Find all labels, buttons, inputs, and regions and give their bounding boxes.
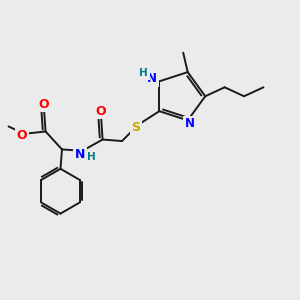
Text: H: H [88,152,96,162]
Text: N: N [75,148,85,161]
Text: O: O [96,105,106,118]
Text: N: N [147,72,157,86]
Text: H: H [140,68,148,78]
Text: O: O [39,98,50,110]
Text: O: O [16,129,27,142]
Text: S: S [131,121,140,134]
Text: N: N [185,118,195,130]
